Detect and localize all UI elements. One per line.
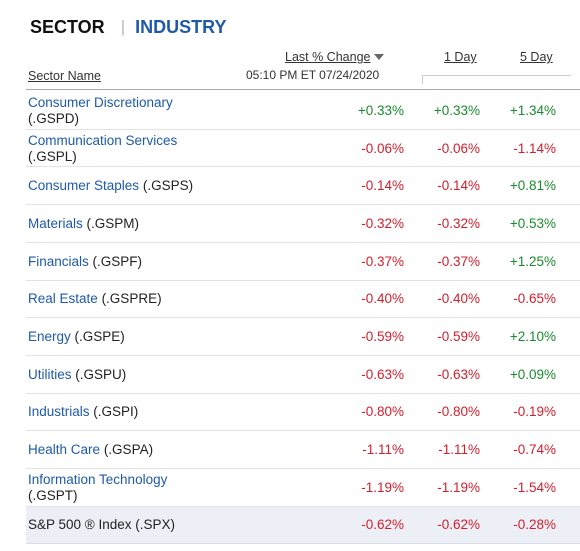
- sector-name: Consumer Discretionary: [28, 95, 173, 110]
- sort-down-icon: [374, 54, 385, 60]
- one-day-value: -0.32%: [437, 216, 480, 231]
- one-day-value: -0.59%: [437, 329, 480, 344]
- table-row: Real Estate (.GSPRE) -0.40% -0.40% -0.65…: [26, 281, 580, 318]
- five-day-value: +2.10%: [509, 329, 556, 344]
- last-change-header-label: Last % Change: [285, 50, 371, 64]
- last-change-value: -0.59%: [361, 329, 404, 344]
- sector-link[interactable]: Information Technology (.GSPT): [28, 472, 167, 504]
- one-day-value: -0.62%: [437, 517, 480, 532]
- table-row: Consumer Discretionary (.GSPD) +0.33% +0…: [26, 90, 580, 130]
- table-row: Communication Services (.GSPL) -0.06% -0…: [26, 130, 580, 167]
- one-day-value: -0.37%: [437, 254, 480, 269]
- sector-link[interactable]: Health Care (.GSPA): [28, 442, 153, 458]
- sector-link[interactable]: Consumer Staples (.GSPS): [28, 178, 193, 194]
- one-day-value: -0.14%: [437, 178, 480, 193]
- index-total-row: S&P 500 ® Index (.SPX) -0.62% -0.62% -0.…: [26, 507, 580, 544]
- table-row: Financials (.GSPF) -0.37% -0.37% +1.25%: [26, 243, 580, 281]
- five-day-value: +0.81%: [509, 178, 556, 193]
- tab-separator: |: [120, 17, 126, 36]
- last-change-value: -0.40%: [361, 291, 404, 306]
- one-day-value: -0.06%: [437, 141, 480, 156]
- five-day-value: +1.34%: [509, 103, 556, 118]
- sector-name: Health Care: [28, 442, 101, 457]
- five-day-value: +0.09%: [509, 367, 556, 382]
- one-day-value: -0.40%: [437, 291, 480, 306]
- table-row: Health Care (.GSPA) -1.11% -1.11% -0.74%: [26, 431, 580, 469]
- sector-symbol: (.GSPS): [142, 178, 194, 193]
- sector-link[interactable]: Utilities (.GSPU): [28, 367, 126, 383]
- table-row: Industrials (.GSPI) -0.80% -0.80% -0.19%: [26, 394, 580, 431]
- table-row: Consumer Staples (.GSPS) -0.14% -0.14% +…: [26, 167, 580, 205]
- table-row: Energy (.GSPE) -0.59% -0.59% +2.10%: [26, 318, 580, 356]
- five-day-value: -1.54%: [513, 480, 556, 495]
- last-change-sort-header[interactable]: Last % Change: [285, 50, 385, 64]
- five-day-value: +1.25%: [509, 254, 556, 269]
- one-day-value: -1.11%: [438, 442, 480, 457]
- one-day-header[interactable]: 1 Day: [444, 50, 477, 64]
- sector-name: Information Technology: [28, 472, 168, 487]
- last-change-value: -0.62%: [361, 517, 404, 532]
- last-change-value: -0.14%: [361, 178, 404, 193]
- sector-name: Materials: [28, 216, 83, 231]
- tab-industry[interactable]: INDUSTRY: [135, 16, 227, 37]
- last-change-value: -1.11%: [362, 442, 404, 457]
- last-change-value: -1.19%: [361, 480, 404, 495]
- header-divider: [26, 89, 580, 90]
- last-change-value: -0.80%: [361, 404, 404, 419]
- five-day-value: -0.19%: [513, 404, 556, 419]
- last-change-value: -0.06%: [361, 141, 404, 156]
- five-day-header[interactable]: 5 Day: [520, 50, 553, 64]
- sector-symbol: (.GSPL): [28, 149, 77, 164]
- five-day-value: -0.74%: [513, 442, 556, 457]
- sector-name: Energy: [28, 329, 71, 344]
- one-day-value: -1.19%: [437, 480, 480, 495]
- last-change-value: +0.33%: [357, 103, 404, 118]
- sector-link[interactable]: Consumer Discretionary (.GSPD): [28, 95, 173, 127]
- sector-link[interactable]: Financials (.GSPF): [28, 254, 142, 270]
- one-day-value: +0.33%: [433, 103, 480, 118]
- sector-link[interactable]: Communication Services (.GSPL): [28, 133, 177, 165]
- last-change-value: -0.63%: [361, 367, 404, 382]
- sector-name: Real Estate: [28, 291, 98, 306]
- sector-link[interactable]: Materials (.GSPM): [28, 216, 139, 232]
- sector-name-header[interactable]: Sector Name: [28, 69, 101, 83]
- tab-sector[interactable]: SECTOR: [30, 16, 105, 37]
- sector-name: Financials: [28, 254, 89, 269]
- sector-symbol: (.GSPRE): [101, 291, 162, 306]
- last-updated-timestamp: 05:10 PM ET 07/24/2020: [246, 68, 380, 82]
- five-day-value: -0.65%: [513, 291, 556, 306]
- sector-name: Industrials: [28, 404, 90, 419]
- sector-link[interactable]: Real Estate (.GSPRE): [28, 291, 162, 307]
- sector-name: Consumer Staples: [28, 178, 140, 193]
- sector-symbol: (.GSPI): [93, 404, 139, 419]
- last-change-value: -0.37%: [361, 254, 404, 269]
- sector-symbol: (.GSPA): [103, 442, 154, 457]
- last-change-value: -0.32%: [361, 216, 404, 231]
- sector-symbol: (.GSPF): [92, 254, 143, 269]
- sector-symbol: (.GSPM): [86, 216, 140, 231]
- five-day-value: -0.28%: [513, 517, 556, 532]
- five-day-value: -1.14%: [513, 141, 556, 156]
- five-day-value: +0.53%: [509, 216, 556, 231]
- sector-symbol: (.GSPT): [28, 488, 78, 503]
- sector-symbol: (.GSPD): [28, 111, 80, 126]
- table-row: Materials (.GSPM) -0.32% -0.32% +0.53%: [26, 205, 580, 243]
- sector-name: Utilities: [28, 367, 72, 382]
- one-day-value: -0.63%: [437, 367, 480, 382]
- one-day-value: -0.80%: [437, 404, 480, 419]
- view-tabs: SECTOR | INDUSTRY: [30, 14, 226, 40]
- sector-link[interactable]: Energy (.GSPE): [28, 329, 125, 345]
- sector-symbol: (.GSPE): [74, 329, 125, 344]
- table-row: Information Technology (.GSPT) -1.19% -1…: [26, 469, 580, 507]
- header-bracket-divider: [422, 75, 571, 84]
- index-name: S&P 500 ® Index (.SPX): [28, 517, 176, 532]
- sector-name: Communication Services: [28, 133, 178, 148]
- table-row: Utilities (.GSPU) -0.63% -0.63% +0.09%: [26, 356, 580, 394]
- sector-link[interactable]: Industrials (.GSPI): [28, 404, 138, 420]
- sector-symbol: (.GSPU): [75, 367, 127, 382]
